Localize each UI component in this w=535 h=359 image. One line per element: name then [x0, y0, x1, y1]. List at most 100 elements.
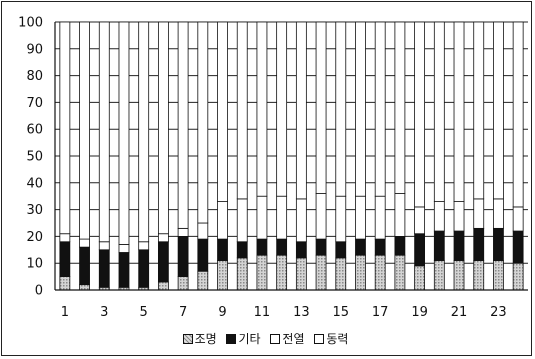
bar-segment [197, 222, 209, 240]
bar-segment [473, 21, 485, 200]
legend-item-other: 기타 [226, 330, 261, 347]
bar-segment [315, 193, 327, 240]
bar-segment [512, 262, 524, 291]
x-tick-label: 19 [411, 305, 428, 320]
bar-segment [276, 21, 288, 197]
y-tick-label: 100 [18, 16, 43, 31]
bar-segment [453, 21, 465, 202]
bars [59, 21, 524, 291]
legend-item-heating: 전열 [270, 330, 305, 347]
x-tick-label: 17 [372, 305, 389, 320]
bar-segment [59, 276, 71, 291]
heating-swatch-icon [270, 334, 281, 344]
bar-segment [256, 238, 268, 256]
bar-segment [138, 249, 150, 288]
bar-segment [217, 201, 228, 240]
bar-segment [98, 249, 110, 288]
legend-label: 조명 [194, 332, 217, 346]
bar-segment [295, 257, 307, 291]
bar-segment [315, 21, 327, 194]
bar-segment [256, 21, 268, 197]
bar-segment [493, 198, 504, 229]
bar-segment [355, 21, 366, 197]
x-tick-label: 1 [61, 305, 69, 320]
bar-segment [236, 257, 248, 291]
bar-segment [295, 21, 307, 200]
bar-segment [414, 233, 426, 267]
bar-segment [433, 201, 445, 232]
bar-segment [59, 21, 71, 235]
bar-segment [276, 254, 288, 291]
bar-segment [276, 195, 288, 240]
bar-segment [433, 230, 445, 261]
x-tick-label: 15 [332, 305, 349, 320]
y-tick-label: 20 [26, 230, 43, 245]
bar-segment [374, 21, 386, 197]
x-tick-label: 11 [254, 305, 271, 320]
y-tick-label: 10 [26, 257, 43, 272]
y-tick-label: 90 [26, 42, 43, 57]
legend-item-lighting: 조명 [182, 330, 217, 347]
bar-segment [512, 230, 524, 264]
bar-segment [493, 21, 504, 200]
bar-segment [197, 21, 209, 224]
bar-segment [157, 21, 169, 235]
bar-segment [433, 21, 445, 202]
legend-item-power: 동력 [314, 330, 348, 347]
bar-segment [177, 21, 189, 229]
bar-segment [493, 260, 504, 291]
y-tick-label: 0 [35, 284, 43, 299]
legend-label: 전열 [282, 332, 305, 346]
bar-segment [157, 241, 169, 283]
bar-segment [394, 193, 406, 237]
bar-segment [236, 21, 248, 200]
x-tick-label: 23 [490, 305, 507, 320]
bar-segment [177, 235, 189, 277]
bar-segment [295, 241, 307, 259]
x-tick-label: 5 [140, 305, 148, 320]
legend-label: 기타 [238, 332, 261, 346]
legend: 조명 기타 전열 동력 [0, 330, 531, 347]
bar-segment [197, 238, 209, 272]
bar-segment [59, 241, 71, 277]
bar-segment [355, 238, 366, 256]
bar-segment [236, 241, 248, 259]
bar-segment [157, 281, 169, 291]
x-tick-label: 9 [218, 305, 226, 320]
other-swatch-icon [226, 334, 237, 344]
bar-segment [98, 21, 110, 243]
bar-segment [157, 233, 169, 243]
bar-segment [79, 21, 90, 240]
bar-segment [453, 230, 465, 261]
bar-segment [473, 227, 485, 261]
bar-segment [394, 254, 406, 291]
bar-segment [177, 276, 189, 291]
bar-segment [315, 254, 327, 291]
bar-segment [335, 195, 347, 243]
bar-segment [433, 260, 445, 291]
bar-segment [217, 238, 228, 261]
bar-segment [177, 227, 189, 237]
bar-segment [118, 252, 130, 288]
y-tick-label: 60 [26, 123, 43, 138]
bar-segment [79, 284, 90, 291]
bar-segment [315, 238, 327, 256]
bar-segment [335, 257, 347, 291]
y-tick-label: 40 [26, 176, 43, 191]
y-tick-label: 50 [26, 150, 43, 165]
bar-segment [453, 260, 465, 291]
bar-segment [256, 195, 268, 240]
bar-segment [138, 21, 150, 243]
y-tick-label: 70 [26, 96, 43, 111]
bar-segment [118, 244, 130, 253]
bar-segment [295, 198, 307, 243]
x-tick-label: 3 [100, 305, 108, 320]
bar-segment [217, 260, 228, 291]
bar-segment [276, 238, 288, 256]
bar-segment [414, 265, 426, 291]
y-tick-label: 80 [26, 69, 43, 84]
y-tick-label: 30 [26, 203, 43, 218]
bar-segment [493, 227, 504, 261]
bar-segment [453, 201, 465, 232]
